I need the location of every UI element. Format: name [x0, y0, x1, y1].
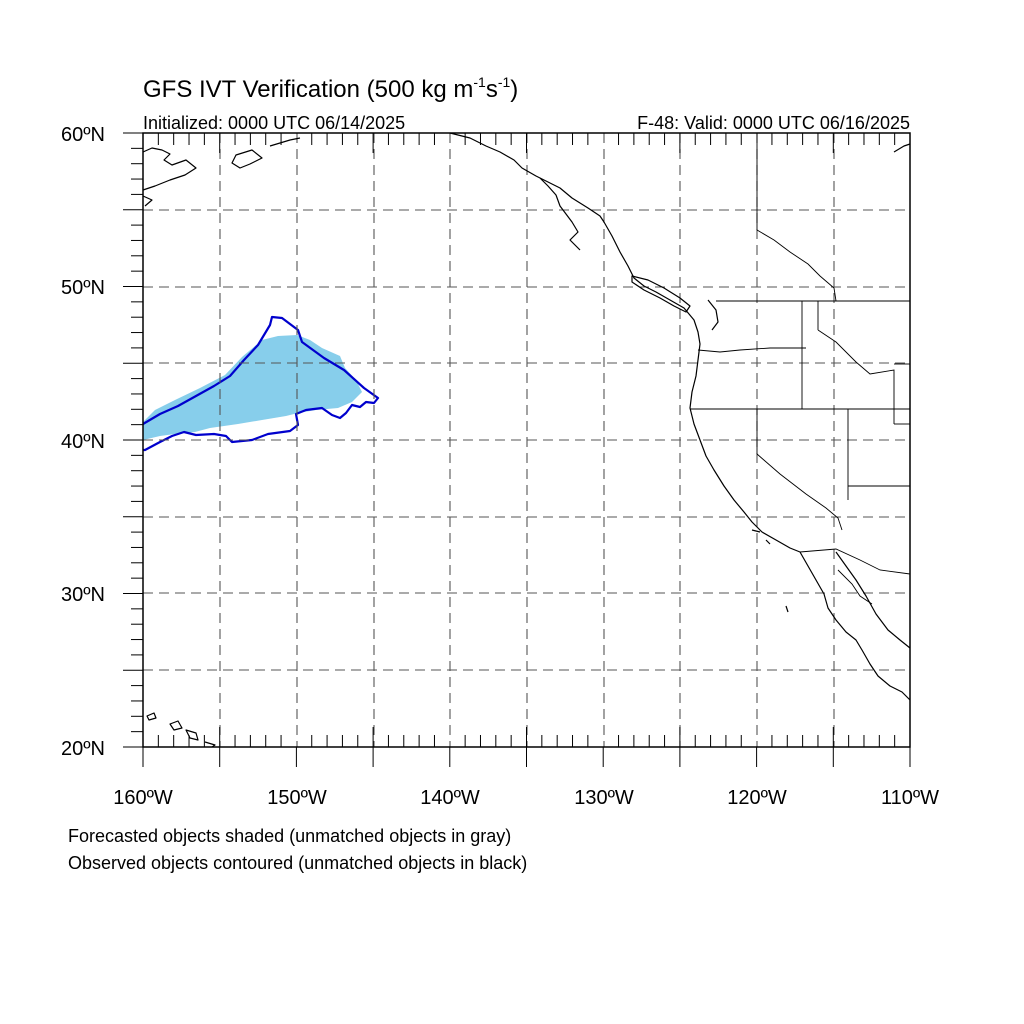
latitude-labels: 60ºN 50ºN 40ºN 30ºN 20ºN — [61, 124, 105, 760]
hawaii-island-1 — [146, 712, 157, 721]
alaska-peninsula-south — [269, 137, 301, 147]
lon-label: 160ºW — [113, 787, 173, 809]
lat-label: 20ºN — [61, 738, 105, 760]
puget-sound — [707, 299, 719, 331]
hawaii-island-2 — [169, 720, 183, 731]
lon-label: 110ºW — [881, 787, 939, 809]
lon-label: 150ºW — [267, 787, 327, 809]
alaska-coast-west — [142, 195, 153, 207]
vancouver-island — [631, 275, 691, 313]
political-borders — [690, 133, 911, 605]
lat-label: 40ºN — [61, 431, 105, 453]
gulf-of-california — [835, 551, 911, 649]
map-title: GFS IVT Verification (500 kg m-1s-1) — [143, 74, 518, 103]
init-time-label: Initialized: 0000 UTC 06/14/2025 — [143, 113, 405, 133]
small-island — [785, 605, 789, 613]
axis-ticks — [123, 132, 911, 767]
footnote-observed: Observed objects contoured (unmatched ob… — [68, 853, 527, 873]
lon-label: 140ºW — [420, 787, 480, 809]
lon-label: 120ºW — [727, 787, 787, 809]
lat-label: 50ºN — [61, 277, 105, 299]
map-panel — [123, 132, 911, 767]
southeast-alaska-islands — [539, 177, 581, 251]
hudson-bay-coast — [893, 143, 911, 153]
longitude-labels: 160ºW 150ºW 140ºW 130ºW 120ºW 110ºW — [113, 787, 939, 809]
baja-california — [799, 551, 911, 701]
valid-time-label: F-48: Valid: 0000 UTC 06/16/2025 — [637, 113, 910, 133]
lat-label: 60ºN — [61, 124, 105, 146]
lat-label: 30ºN — [61, 584, 105, 606]
graticule — [143, 133, 910, 747]
forecast-object-shading — [143, 335, 362, 440]
hawaii-island-3 — [185, 729, 199, 741]
alaska-coast — [142, 147, 197, 191]
southeast-alaska-coast — [449, 132, 605, 223]
footnote-forecast: Forecasted objects shaded (unmatched obj… — [68, 826, 511, 846]
west-coast-north-america — [603, 221, 801, 553]
kodiak-island — [231, 149, 263, 169]
observed-object-contour — [142, 315, 380, 452]
lon-label: 130ºW — [574, 787, 634, 809]
channel-islands — [751, 529, 771, 545]
